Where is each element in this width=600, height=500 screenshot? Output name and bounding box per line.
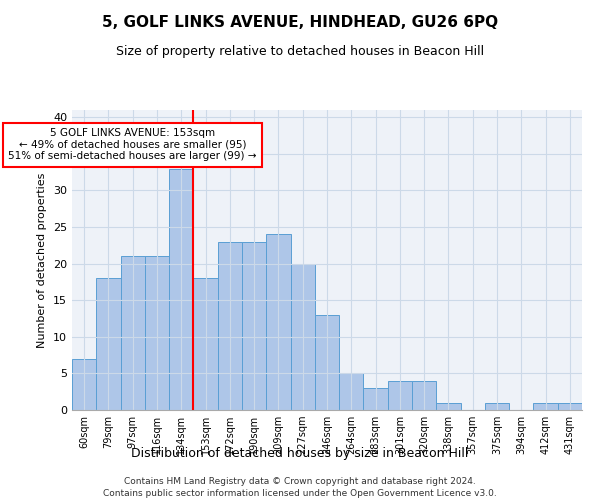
Bar [193,278,218,410]
Bar [242,242,266,410]
Bar [145,256,169,410]
Bar [533,402,558,410]
Bar [169,168,193,410]
Text: Distribution of detached houses by size in Beacon Hill: Distribution of detached houses by size … [131,448,469,460]
Bar [218,242,242,410]
Bar [96,278,121,410]
Bar [558,402,582,410]
Y-axis label: Number of detached properties: Number of detached properties [37,172,47,348]
Text: Contains public sector information licensed under the Open Government Licence v3: Contains public sector information licen… [103,489,497,498]
Bar [290,264,315,410]
Bar [388,380,412,410]
Bar [315,315,339,410]
Text: 5 GOLF LINKS AVENUE: 153sqm
← 49% of detached houses are smaller (95)
51% of sem: 5 GOLF LINKS AVENUE: 153sqm ← 49% of det… [8,128,257,162]
Bar [364,388,388,410]
Bar [339,374,364,410]
Bar [121,256,145,410]
Text: Contains HM Land Registry data © Crown copyright and database right 2024.: Contains HM Land Registry data © Crown c… [124,478,476,486]
Text: 5, GOLF LINKS AVENUE, HINDHEAD, GU26 6PQ: 5, GOLF LINKS AVENUE, HINDHEAD, GU26 6PQ [102,15,498,30]
Text: Size of property relative to detached houses in Beacon Hill: Size of property relative to detached ho… [116,45,484,58]
Bar [72,359,96,410]
Bar [485,402,509,410]
Bar [412,380,436,410]
Bar [436,402,461,410]
Bar [266,234,290,410]
